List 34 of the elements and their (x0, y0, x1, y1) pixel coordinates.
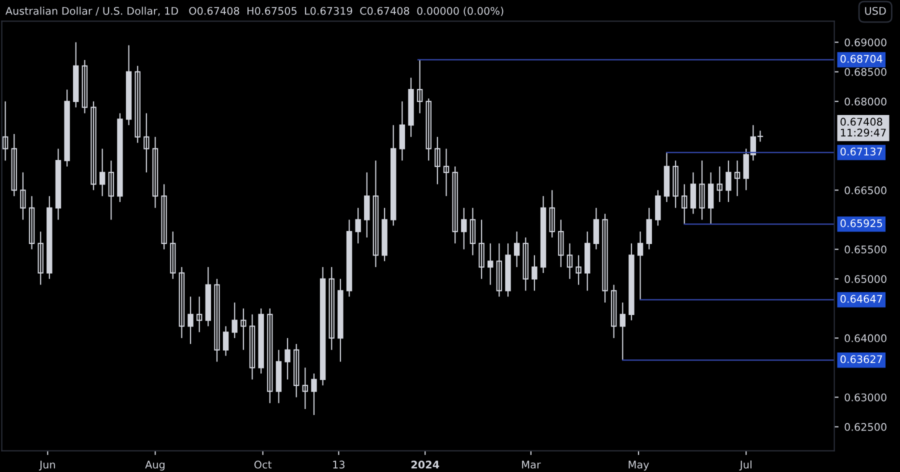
candlestick (461, 207, 467, 250)
x-tick-label: May (628, 460, 649, 471)
candlestick (144, 112, 150, 173)
x-tick-label: 2024 (411, 460, 440, 469)
x-tick-label: Jun (38, 460, 55, 470)
y-tick-label: 0.64000 (844, 334, 886, 342)
candlestick (576, 254, 582, 286)
y-tick-label: 0.66500 (844, 186, 886, 194)
candlestick (284, 338, 290, 380)
annotation: 0.64647 (840, 294, 882, 303)
text: 0.67408 11:29:47 (840, 118, 886, 137)
x-tick-label: Aug (145, 460, 164, 471)
candlestick (532, 254, 538, 292)
x-tick-label: Mar (522, 460, 541, 469)
chart-title: Australian Dollar / U.S. Dollar, 1D O0.67408 H0.67505 L0.67319 C0.67408 0.00000 (0.00%) (5, 6, 504, 16)
x-tick-label: Jul (739, 460, 752, 470)
candlestick (355, 207, 361, 244)
annotation: 0.67137 (840, 148, 882, 156)
y-tick-label: 0.68000 (844, 98, 886, 106)
x-tick-label: Oct (254, 460, 272, 469)
y-tick-label: 0.65000 (844, 275, 886, 283)
y-axis-title: USD (865, 6, 886, 15)
y-tick-label: 0.68500 (844, 68, 886, 76)
y-tick-label: 0.65500 (844, 246, 886, 254)
annotation: 0.68704 (840, 54, 882, 63)
y-tick-label: 0.62500 (844, 423, 886, 431)
candlestick (188, 296, 194, 345)
annotation: 0.65925 (840, 219, 882, 228)
candlestick (240, 308, 246, 350)
annotation: 0.63627 (840, 355, 882, 364)
y-tick-label: 0.63000 (844, 393, 886, 402)
candlestick (311, 373, 317, 416)
x-tick-label: 13 (333, 460, 344, 469)
y-tick-label: 0.69000 (844, 38, 886, 46)
